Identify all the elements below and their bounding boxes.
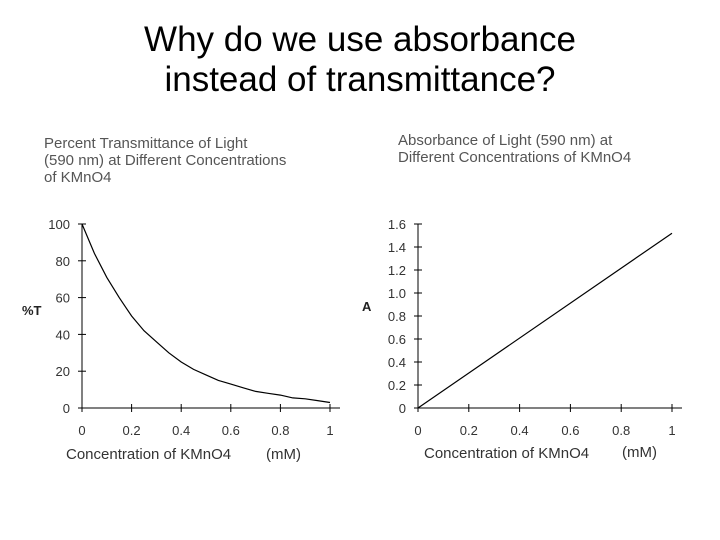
transmittance-y-tick-label: 60 bbox=[56, 291, 70, 306]
absorbance-y-tick-label: 1.2 bbox=[388, 263, 406, 278]
transmittance-x-axis-label: Concentration of KMnO4 bbox=[66, 446, 232, 463]
transmittance-y-tick-label: 80 bbox=[56, 254, 70, 269]
transmittance-y-tick-label: 20 bbox=[56, 364, 70, 379]
absorbance-chart-title: Absorbance of Light (590 nm) at Differen… bbox=[398, 132, 631, 166]
transmittance-title-line-3: of KMnO4 bbox=[44, 169, 112, 186]
absorbance-y-tick-label: 0.6 bbox=[388, 332, 406, 347]
absorbance-x-tick-label: 0.6 bbox=[561, 423, 579, 438]
absorbance-series-line bbox=[417, 232, 673, 409]
absorbance-y-tick-label: 0 bbox=[399, 401, 406, 416]
absorbance-y-tick-label: 0.4 bbox=[388, 355, 406, 370]
transmittance-x-tick-label: 0.6 bbox=[222, 423, 240, 438]
transmittance-title-line-1: Percent Transmittance of Light bbox=[44, 135, 248, 152]
absorbance-y-tick-label: 1.6 bbox=[388, 217, 406, 232]
absorbance-y-tick-label: 1.0 bbox=[388, 286, 406, 301]
absorbance-x-tick-label: 1 bbox=[668, 423, 675, 438]
transmittance-x-tick-label: 0.4 bbox=[172, 423, 190, 438]
absorbance-title-line-1: Absorbance of Light (590 nm) at bbox=[398, 132, 613, 149]
transmittance-y-axis-label: %T bbox=[22, 303, 42, 318]
absorbance-title-line-2: Different Concentrations of KMnO4 bbox=[398, 149, 632, 166]
absorbance-y-tick-label: 0.8 bbox=[388, 309, 406, 324]
absorbance-x-tick-label: 0.2 bbox=[460, 423, 478, 438]
transmittance-y-tick-label: 40 bbox=[56, 327, 70, 342]
transmittance-y-tick-label: 100 bbox=[48, 217, 70, 232]
transmittance-series-line bbox=[81, 223, 331, 404]
absorbance-x-tick-label: 0.4 bbox=[511, 423, 529, 438]
transmittance-x-tick-label: 0.2 bbox=[123, 423, 141, 438]
transmittance-chart-title: Percent Transmittance of Light (590 nm) … bbox=[44, 135, 286, 186]
absorbance-x-axis-unit: (mM) bbox=[622, 444, 657, 461]
transmittance-x-tick-label: 0 bbox=[78, 423, 85, 438]
absorbance-y-tick-label: 0.2 bbox=[388, 378, 406, 393]
absorbance-x-axis-label: Concentration of KMnO4 bbox=[424, 445, 590, 462]
absorbance-y-tick-label: 1.4 bbox=[388, 240, 406, 255]
absorbance-y-axis-label: A bbox=[362, 299, 372, 314]
slide-title-line-2: instead of transmittance? bbox=[164, 60, 556, 99]
transmittance-title-line-2: (590 nm) at Different Concentrations bbox=[44, 152, 287, 169]
slide-title: Why do we use absorbance instead of tran… bbox=[0, 20, 720, 100]
absorbance-x-tick-label: 0.8 bbox=[612, 423, 630, 438]
transmittance-x-tick-label: 0.8 bbox=[271, 423, 289, 438]
transmittance-y-tick-label: 0 bbox=[63, 401, 70, 416]
transmittance-x-axis-unit: (mM) bbox=[266, 446, 301, 463]
slide-title-line-1: Why do we use absorbance bbox=[144, 20, 576, 59]
transmittance-x-tick-label: 1 bbox=[326, 423, 333, 438]
absorbance-x-tick-label: 0 bbox=[414, 423, 421, 438]
